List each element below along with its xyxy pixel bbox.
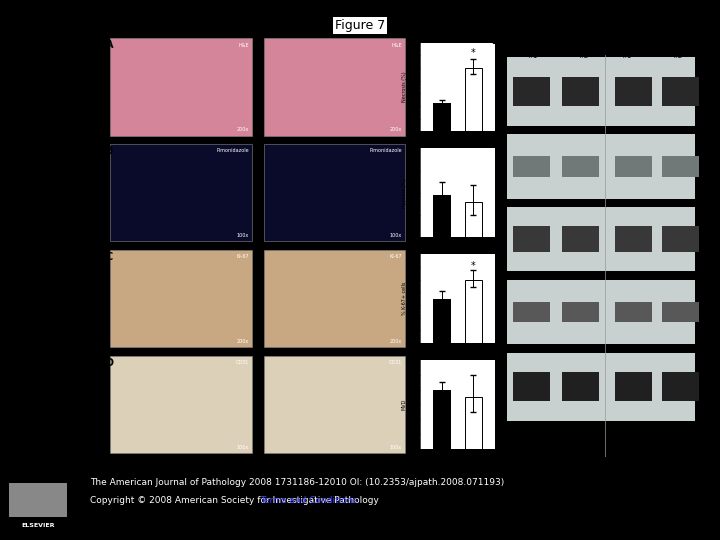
Bar — [615, 372, 652, 401]
Text: 200x: 200x — [236, 127, 248, 132]
Bar — [662, 77, 698, 106]
Text: CD31: CD31 — [235, 360, 248, 365]
Bar — [464, 397, 482, 449]
Bar — [433, 103, 451, 131]
Bar — [433, 299, 451, 343]
Bar — [507, 353, 695, 421]
Bar — [507, 134, 695, 199]
Text: A: A — [106, 40, 113, 51]
Text: 100x: 100x — [236, 444, 248, 450]
Text: E: E — [492, 36, 498, 46]
Text: 100x: 100x — [390, 444, 402, 450]
Bar — [433, 195, 451, 237]
Bar — [615, 226, 652, 252]
Text: 200x: 200x — [390, 127, 402, 132]
Text: Figure 7: Figure 7 — [335, 19, 385, 32]
Bar — [662, 156, 698, 177]
Bar — [264, 356, 405, 453]
Text: #1: #1 — [528, 53, 538, 59]
Text: control: control — [168, 27, 194, 36]
Text: control: control — [544, 36, 572, 45]
Bar — [562, 302, 599, 322]
Text: ELSEVIER: ELSEVIER — [22, 523, 55, 528]
Text: *: * — [471, 48, 476, 58]
Bar — [464, 68, 482, 131]
Bar — [615, 302, 652, 322]
Bar — [513, 302, 550, 322]
Y-axis label: MVD: MVD — [402, 399, 407, 410]
Text: #2: #2 — [578, 53, 588, 59]
Bar — [562, 226, 599, 252]
Text: Ki-67: Ki-67 — [236, 254, 248, 259]
Bar — [264, 38, 405, 136]
Bar — [562, 77, 599, 106]
Text: #1: #1 — [621, 53, 631, 59]
Y-axis label: Hypoxia (%): Hypoxia (%) — [402, 178, 407, 208]
Bar — [507, 207, 695, 271]
Bar — [513, 77, 550, 106]
Bar — [464, 201, 482, 237]
Text: Copyright © 2008 American Society for Investigative Pathology: Copyright © 2008 American Society for In… — [90, 496, 382, 505]
Bar — [562, 156, 599, 177]
Bar — [433, 390, 451, 449]
Text: *: * — [471, 261, 476, 271]
Bar — [662, 302, 698, 322]
Text: β-actin: β-actin — [698, 382, 720, 392]
Text: Pimonidazole: Pimonidazole — [216, 148, 248, 153]
Text: B: B — [106, 146, 113, 157]
Text: H&E: H&E — [238, 43, 248, 48]
Text: ΔHIF-1α: ΔHIF-1α — [319, 27, 349, 36]
Bar — [615, 156, 652, 177]
Text: #2: #2 — [672, 53, 683, 59]
Y-axis label: Necrosis (%): Necrosis (%) — [402, 72, 407, 102]
Bar — [513, 372, 550, 401]
Bar — [615, 77, 652, 106]
Text: D: D — [106, 358, 114, 368]
Text: H&E: H&E — [392, 43, 402, 48]
Bar — [562, 372, 599, 401]
Bar — [513, 226, 550, 252]
Text: CD31: CD31 — [389, 360, 402, 365]
Bar — [110, 144, 252, 241]
Bar — [9, 483, 68, 517]
Bar — [264, 144, 405, 241]
Text: C: C — [106, 252, 113, 262]
Text: VEGF: VEGF — [698, 87, 719, 96]
Bar — [513, 156, 550, 177]
Text: 100x: 100x — [390, 233, 402, 238]
Bar — [110, 250, 252, 347]
Text: COX-2: COX-2 — [698, 307, 720, 316]
Bar — [507, 280, 695, 344]
Bar — [662, 372, 698, 401]
Bar — [110, 356, 252, 453]
Bar — [110, 38, 252, 136]
Text: Terms and Conditions: Terms and Conditions — [260, 496, 357, 505]
Text: The American Journal of Pathology 2008 1731186-12010 OI: (10.2353/ajpath.2008.07: The American Journal of Pathology 2008 1… — [90, 478, 504, 487]
Bar — [662, 226, 698, 252]
Text: IL-8: IL-8 — [698, 162, 713, 171]
Text: ΔHIF-1α: ΔHIF-1α — [636, 36, 667, 45]
Text: Pimonidazole: Pimonidazole — [369, 148, 402, 153]
Text: GRO-α: GRO-α — [698, 235, 720, 244]
Bar — [264, 250, 405, 347]
Text: 100x: 100x — [236, 233, 248, 238]
Y-axis label: % K-67+ cells: % K-67+ cells — [402, 282, 407, 315]
Text: Ki-67: Ki-67 — [390, 254, 402, 259]
Text: 200x: 200x — [236, 339, 248, 344]
Bar — [464, 280, 482, 343]
Text: 200x: 200x — [390, 339, 402, 344]
Bar — [507, 57, 695, 126]
